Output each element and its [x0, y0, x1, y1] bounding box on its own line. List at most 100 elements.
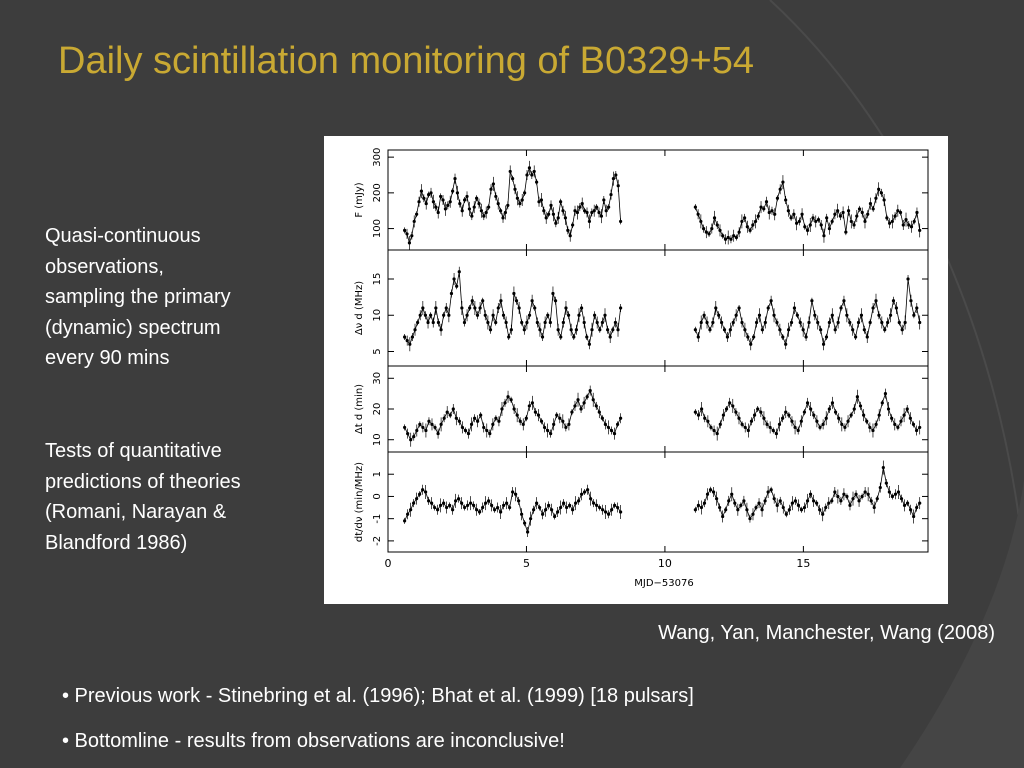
- data-point: [561, 209, 565, 213]
- data-point: [543, 320, 547, 325]
- data-point: [869, 499, 873, 503]
- data-point: [512, 291, 516, 296]
- data-point: [771, 428, 775, 433]
- data-point: [790, 419, 794, 423]
- data-point: [848, 503, 852, 507]
- data-point: [918, 320, 922, 325]
- data-point: [700, 407, 704, 411]
- data-point: [582, 401, 586, 405]
- data-point: [893, 214, 897, 218]
- data-point: [815, 419, 819, 423]
- data-point: [851, 497, 855, 501]
- data-point: [484, 210, 488, 215]
- data-point: [446, 203, 450, 207]
- side-text-line: every 90 mins: [45, 347, 170, 369]
- data-point: [574, 501, 578, 505]
- data-point: [743, 216, 747, 220]
- data-point: [591, 398, 595, 402]
- data-point: [485, 428, 489, 433]
- data-point: [772, 497, 776, 501]
- data-point: [445, 505, 449, 510]
- data-point: [619, 219, 623, 224]
- data-point: [542, 425, 547, 430]
- data-point: [570, 410, 574, 414]
- data-point: [532, 508, 536, 512]
- data-point: [728, 328, 732, 332]
- data-point: [827, 407, 831, 411]
- data-point: [612, 431, 617, 436]
- data-point: [455, 191, 460, 195]
- data-point: [705, 320, 709, 325]
- data-point: [582, 320, 586, 325]
- data-point: [619, 306, 623, 310]
- data-point: [801, 328, 805, 332]
- data-point: [448, 503, 452, 507]
- data-point: [583, 209, 587, 213]
- slide-title: Daily scintillation monitoring of B0329+…: [58, 40, 755, 82]
- data-point: [893, 422, 897, 426]
- data-point: [712, 428, 716, 433]
- data-point: [524, 416, 528, 420]
- data-point: [429, 313, 433, 317]
- data-point: [403, 425, 407, 430]
- data-point: [707, 232, 711, 236]
- data-point: [487, 205, 491, 209]
- data-point: [604, 209, 608, 213]
- data-point: [868, 201, 873, 206]
- data-point: [476, 419, 480, 423]
- data-point: [580, 201, 584, 206]
- data-point: [821, 512, 825, 516]
- data-point: [733, 501, 737, 505]
- data-point: [583, 490, 587, 494]
- data-point: [603, 422, 608, 426]
- data-point: [849, 219, 853, 224]
- data-point: [553, 299, 558, 303]
- data-point: [912, 219, 916, 224]
- bullet-bottomline: • Bottomline - results from observations…: [62, 730, 565, 752]
- data-point: [436, 508, 440, 512]
- data-point: [746, 428, 750, 433]
- data-point: [595, 503, 599, 507]
- data-point: [784, 512, 788, 516]
- data-point: [507, 335, 511, 339]
- data-point: [746, 335, 750, 339]
- x-tick-label: 0: [385, 557, 392, 570]
- data-point: [467, 207, 472, 211]
- data-point: [740, 422, 744, 426]
- data-point: [752, 413, 757, 417]
- data-point: [427, 193, 431, 197]
- data-point: [448, 413, 452, 417]
- data-point: [734, 313, 738, 317]
- data-point: [899, 497, 904, 501]
- data-point: [538, 505, 542, 510]
- data-point: [589, 497, 593, 501]
- data-point: [891, 299, 896, 303]
- data-point: [436, 320, 441, 325]
- data-point: [844, 230, 848, 234]
- data-point: [915, 505, 919, 510]
- data-point: [500, 407, 504, 411]
- data-point: [527, 166, 532, 170]
- data-point: [564, 425, 568, 430]
- data-point: [852, 223, 856, 227]
- data-point: [696, 503, 701, 507]
- data-point: [805, 228, 810, 232]
- data-point: [538, 328, 542, 332]
- data-point: [822, 234, 826, 238]
- y-tick-label: 100: [372, 219, 383, 238]
- data-point: [451, 508, 455, 512]
- data-point: [827, 226, 832, 231]
- data-point: [518, 201, 522, 206]
- data-point: [559, 335, 563, 339]
- y-tick-label: 10: [372, 433, 383, 446]
- data-point: [479, 413, 483, 417]
- data-point: [520, 512, 524, 516]
- data-point: [862, 413, 866, 417]
- data-point: [525, 320, 529, 325]
- data-point: [460, 501, 464, 505]
- data-point: [856, 320, 861, 325]
- data-point: [569, 328, 573, 332]
- data-point: [457, 419, 461, 423]
- data-point: [833, 328, 837, 332]
- data-point: [488, 431, 492, 436]
